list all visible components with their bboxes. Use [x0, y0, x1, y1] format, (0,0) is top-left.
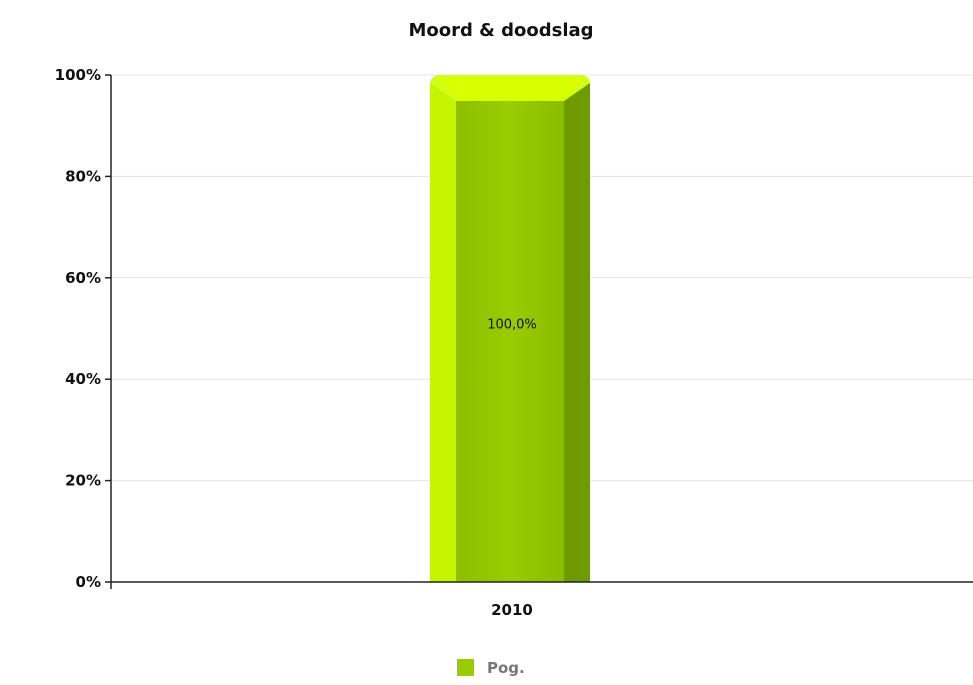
bar-bevel-right — [564, 83, 590, 582]
y-tick-label: 0% — [76, 573, 101, 591]
bar-bevel-top — [436, 77, 584, 101]
axes: 0% 20% 40% 60% 80% 100% 2010 — [55, 66, 973, 619]
legend-swatch — [457, 659, 474, 676]
bar: 100,0% — [430, 75, 590, 582]
bar-face — [456, 101, 564, 582]
y-tick-label: 40% — [65, 370, 101, 388]
x-tick-label: 2010 — [491, 601, 533, 619]
data-label: 100,0% — [487, 318, 537, 333]
legend-label: Pog. — [487, 659, 525, 677]
y-tick-label: 100% — [55, 66, 101, 84]
bar-bevel-left — [430, 83, 456, 582]
y-tick-label: 80% — [65, 167, 101, 185]
chart-title: Moord & doodslag — [408, 20, 593, 41]
legend: Pog. — [457, 659, 525, 677]
bar-layer: 100,0% — [430, 75, 590, 582]
y-tick-label: 20% — [65, 472, 101, 490]
y-tick-label: 60% — [65, 269, 101, 287]
